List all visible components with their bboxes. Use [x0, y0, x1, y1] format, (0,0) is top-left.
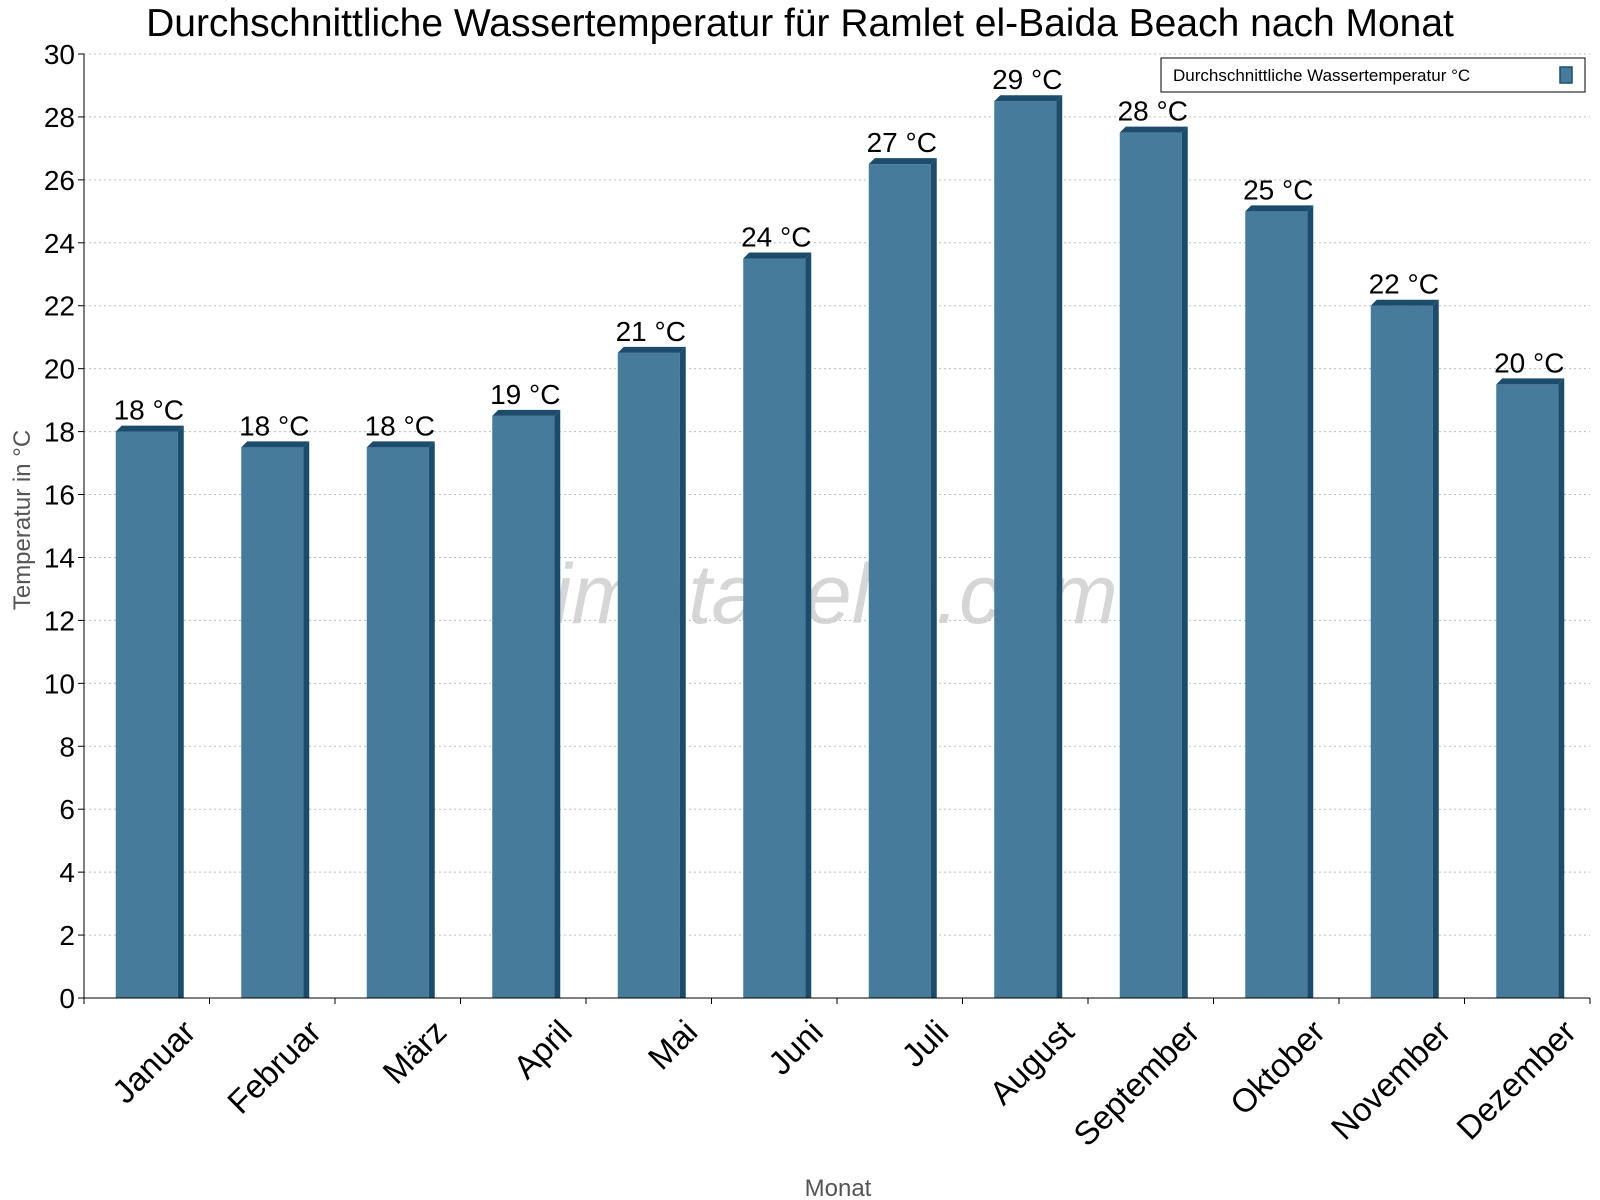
bar	[1245, 205, 1314, 999]
data-label: 20 °C	[1494, 347, 1564, 378]
y-tick-label: 18	[44, 417, 75, 448]
bar-face	[1370, 305, 1433, 998]
x-tick-label: Mai	[641, 1013, 705, 1077]
data-label: 24 °C	[741, 222, 811, 253]
bar-side	[1056, 95, 1063, 998]
bar-face	[1496, 384, 1559, 998]
bar-side	[1558, 378, 1565, 998]
bar	[1119, 126, 1188, 998]
bar	[1370, 299, 1439, 998]
y-tick-label: 6	[59, 794, 75, 825]
x-tick-label: September	[1066, 1013, 1206, 1153]
y-axis-title: Temperatur in °C	[9, 430, 36, 610]
bars	[115, 95, 1565, 999]
bar-top	[868, 158, 937, 165]
bar-side	[1432, 299, 1439, 998]
x-tick-label: November	[1324, 1013, 1458, 1147]
bar	[743, 252, 812, 999]
bar-top	[1245, 205, 1314, 212]
bar-side	[303, 441, 310, 998]
x-tick-label: Juli	[894, 1013, 955, 1074]
y-tick-label: 10	[44, 668, 75, 699]
bar-top	[1496, 378, 1565, 385]
y-tick-label: 12	[44, 605, 75, 636]
y-tick-label: 26	[44, 165, 75, 196]
data-label: 29 °C	[992, 64, 1062, 95]
legend: Durchschnittliche Wassertemperatur °C	[1160, 57, 1586, 93]
bar-top	[241, 441, 310, 448]
legend-box	[1160, 57, 1586, 93]
x-tick-label: Dezember	[1449, 1013, 1583, 1147]
data-label: 18 °C	[114, 395, 184, 426]
bar-side	[679, 346, 686, 998]
bar-face	[492, 415, 555, 998]
bar-top	[1119, 126, 1188, 133]
y-tick-label: 2	[59, 920, 75, 951]
data-label: 18 °C	[365, 410, 435, 441]
bar-side	[177, 425, 184, 999]
y-tick-label: 8	[59, 731, 75, 762]
data-label: 21 °C	[616, 316, 686, 347]
data-label: 19 °C	[490, 379, 560, 410]
bar	[617, 346, 686, 998]
bar-face	[868, 164, 931, 999]
bar	[492, 409, 561, 998]
bar	[994, 95, 1063, 998]
x-tick-label: April	[506, 1013, 579, 1086]
bar-top	[994, 95, 1063, 102]
bar-face	[366, 447, 429, 998]
bar	[366, 441, 435, 998]
y-tick-label: 4	[59, 857, 75, 888]
bar-side	[1307, 205, 1314, 999]
chart-title: Durchschnittliche Wassertemperatur für R…	[146, 2, 1454, 45]
bar-face	[617, 352, 680, 998]
bar-side	[428, 441, 435, 998]
y-tick-label: 22	[44, 291, 75, 322]
bar	[1496, 378, 1565, 998]
y-tick-label: 28	[44, 102, 75, 133]
x-tick-label: Februar	[220, 1013, 328, 1121]
bar-side	[1181, 126, 1188, 998]
legend-label: Durchschnittliche Wassertemperatur °C	[1173, 66, 1470, 85]
bar	[115, 425, 184, 999]
x-tick-label: März	[375, 1013, 453, 1091]
bar-face	[994, 101, 1057, 998]
bar-face	[1119, 132, 1182, 998]
bar	[241, 441, 310, 998]
data-label: 18 °C	[239, 410, 309, 441]
bar-top	[115, 425, 184, 432]
bar-top	[492, 409, 561, 416]
legend-swatch	[1559, 66, 1573, 84]
y-tick-label: 16	[44, 480, 75, 511]
data-labels: 18 °C 18 °C 18 °C 19 °C 21 °C 24 °C 27 °C 29 °C…	[114, 64, 1565, 441]
data-label: 28 °C	[1118, 96, 1188, 127]
x-tick-label: Januar	[105, 1013, 203, 1111]
bar-side	[930, 158, 937, 999]
data-label: 22 °C	[1369, 269, 1439, 300]
bar-top	[617, 346, 686, 353]
x-tick-label: Juni	[761, 1013, 830, 1082]
bar-side	[554, 409, 561, 998]
y-tick-label: 14	[44, 542, 75, 573]
bar-face	[1245, 211, 1308, 999]
bar-side	[805, 252, 812, 999]
x-tick-label: Oktober	[1223, 1013, 1332, 1122]
y-tick-label: 30	[44, 39, 75, 70]
bar-top	[743, 252, 812, 259]
data-label: 25 °C	[1243, 174, 1313, 205]
bar	[868, 158, 937, 999]
y-tick-label: 0	[59, 983, 75, 1014]
bar-top	[1370, 299, 1439, 306]
bar-face	[115, 431, 178, 999]
data-label: 27 °C	[867, 127, 937, 158]
y-tick-label: 20	[44, 354, 75, 385]
bar-face	[241, 447, 304, 998]
x-axis-title: Monat	[805, 1175, 872, 1200]
x-tick-label: August	[982, 1013, 1081, 1112]
y-tick-label: 24	[44, 228, 75, 259]
grid-lines	[84, 53, 1590, 936]
bar-top	[366, 441, 435, 448]
bar-face	[743, 258, 806, 998]
